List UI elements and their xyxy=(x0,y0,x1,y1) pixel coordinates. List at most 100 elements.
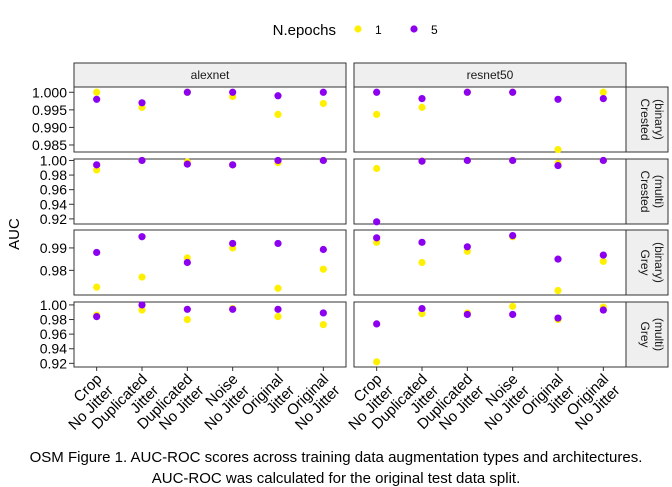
point-grey-binary-alexnet-epoch5-2 xyxy=(183,258,191,267)
point-grey-binary-resnet50-epoch1-4 xyxy=(554,286,562,295)
point-crested-multi-resnet50-epoch5-5 xyxy=(599,156,607,165)
y-tick-label-grey-multi-1: 0.94 xyxy=(40,341,67,357)
point-grey-multi-resnet50-epoch1-3 xyxy=(509,302,517,310)
point-grey-binary-resnet50-epoch1-5 xyxy=(599,257,607,265)
point-crested-binary-alexnet-epoch5-1 xyxy=(138,99,146,107)
point-crested-binary-resnet50-epoch1-5 xyxy=(599,88,607,96)
point-crested-binary-alexnet-epoch5-4 xyxy=(274,92,282,100)
point-grey-binary-alexnet-epoch1-1 xyxy=(138,273,146,281)
point-crested-binary-resnet50-epoch5-2 xyxy=(463,88,471,96)
point-crested-binary-resnet50-epoch1-4 xyxy=(554,145,562,154)
point-crested-binary-resnet50-epoch5-5 xyxy=(599,94,607,103)
point-grey-binary-resnet50-epoch5-3 xyxy=(509,232,517,240)
y-tick-label-crested-multi-3: 0.98 xyxy=(40,167,67,183)
facet-strip-crested-multi xyxy=(625,158,669,225)
figure-caption-line-1: OSM Figure 1. AUC-ROC scores across trai… xyxy=(29,449,643,466)
y-tick-label-crested-binary-2: 0.995 xyxy=(32,102,67,118)
point-grey-binary-alexnet-epoch1-5 xyxy=(319,265,327,273)
point-grey-binary-alexnet-epoch5-4 xyxy=(274,239,282,248)
point-grey-multi-alexnet-epoch1-2 xyxy=(183,315,191,324)
point-grey-multi-resnet50-epoch1-1 xyxy=(418,310,426,318)
point-grey-binary-resnet50-epoch5-4 xyxy=(554,255,562,263)
point-crested-binary-resnet50-epoch5-3 xyxy=(509,88,517,96)
facet-strip-crested-binary xyxy=(625,86,669,153)
x-tick-label-alexnet-5: OriginalNo Jitter xyxy=(281,371,344,434)
facet-strip-label-grey-multi-1: (multi) xyxy=(652,318,666,351)
point-grey-binary-alexnet-epoch5-0 xyxy=(93,248,101,257)
y-tick-label-crested-multi-1: 0.94 xyxy=(40,196,67,212)
point-crested-multi-resnet50-epoch5-3 xyxy=(509,156,517,165)
facet-strip-label-grey-binary-1: (binary) xyxy=(652,242,666,283)
facet-strip-label-resnet50: resnet50 xyxy=(467,68,514,82)
figure-caption-line-2: AUC-ROC was calculated for the original … xyxy=(151,470,521,487)
y-tick-label-grey-multi-4: 1.00 xyxy=(40,297,67,313)
point-grey-binary-resnet50-epoch5-0 xyxy=(373,234,381,242)
facet-strip-label-crested-binary-1: (binary) xyxy=(652,99,666,140)
point-crested-binary-alexnet-epoch1-0 xyxy=(93,88,101,96)
point-crested-multi-resnet50-epoch5-2 xyxy=(463,156,471,165)
y-tick-label-grey-binary-1: 0.99 xyxy=(40,240,67,256)
point-grey-multi-alexnet-epoch5-2 xyxy=(183,305,191,313)
point-grey-multi-alexnet-epoch1-1 xyxy=(138,306,146,314)
point-grey-multi-resnet50-epoch5-4 xyxy=(554,314,562,322)
point-crested-binary-alexnet-epoch1-4 xyxy=(274,110,282,119)
y-tick-label-crested-binary-0: 0.985 xyxy=(32,137,67,153)
point-grey-binary-resnet50-epoch1-1 xyxy=(418,258,426,267)
point-grey-binary-alexnet-epoch5-1 xyxy=(138,233,146,241)
point-crested-binary-alexnet-epoch5-2 xyxy=(183,88,191,96)
point-crested-binary-resnet50-epoch5-1 xyxy=(418,94,426,103)
y-tick-label-crested-multi-4: 1.00 xyxy=(40,152,67,168)
point-grey-multi-alexnet-epoch5-0 xyxy=(93,313,101,321)
point-grey-multi-resnet50-epoch5-0 xyxy=(373,320,381,328)
panel-crested-multi-alexnet xyxy=(73,158,347,225)
point-crested-binary-alexnet-epoch5-5 xyxy=(319,88,327,96)
legend-label-1: 1 xyxy=(375,23,382,37)
legend-title: N.epochs xyxy=(273,22,336,39)
point-crested-multi-resnet50-epoch5-4 xyxy=(554,161,562,170)
y-tick-label-grey-multi-3: 0.98 xyxy=(40,312,67,328)
y-tick-label-grey-multi-2: 0.96 xyxy=(40,326,67,342)
point-crested-multi-alexnet-epoch5-1 xyxy=(138,156,146,165)
point-crested-binary-alexnet-epoch5-0 xyxy=(93,95,101,103)
y-tick-label-grey-multi-0: 0.92 xyxy=(40,355,67,371)
point-grey-multi-resnet50-epoch5-1 xyxy=(418,304,426,313)
point-grey-multi-alexnet-epoch5-1 xyxy=(138,301,146,309)
point-grey-multi-resnet50-epoch5-3 xyxy=(509,310,517,319)
point-grey-multi-alexnet-epoch5-5 xyxy=(319,309,327,317)
point-crested-binary-resnet50-epoch5-0 xyxy=(373,88,381,96)
point-crested-binary-alexnet-epoch5-3 xyxy=(229,88,237,96)
point-grey-multi-alexnet-epoch1-5 xyxy=(319,321,327,329)
panel-grey-binary-alexnet xyxy=(73,229,347,296)
panel-crested-binary-alexnet xyxy=(73,86,347,153)
y-tick-label-grey-binary-0: 0.98 xyxy=(40,262,67,278)
point-crested-multi-resnet50-epoch5-0 xyxy=(373,218,381,226)
point-grey-binary-resnet50-epoch5-2 xyxy=(463,243,471,251)
facet-strip-label-alexnet: alexnet xyxy=(191,68,230,82)
y-tick-label-crested-multi-2: 0.96 xyxy=(40,182,67,198)
facet-strip-label-crested-multi-1: (multi) xyxy=(652,175,666,208)
point-grey-multi-resnet50-epoch1-0 xyxy=(373,358,381,366)
panel-grey-multi-resnet50 xyxy=(353,301,627,368)
point-crested-multi-alexnet-epoch5-5 xyxy=(319,156,327,165)
facet-strip-label-crested-multi-0: Crested xyxy=(638,170,652,212)
point-grey-binary-resnet50-epoch5-1 xyxy=(418,238,426,246)
panel-grey-binary-resnet50 xyxy=(353,229,627,296)
legend-label-5: 5 xyxy=(431,23,438,37)
facet-strip-label-grey-binary-0: Grey xyxy=(638,249,652,275)
point-grey-multi-resnet50-epoch5-5 xyxy=(599,306,607,314)
facet-strip-alexnet xyxy=(73,62,347,88)
panel-crested-binary-resnet50 xyxy=(353,86,627,153)
point-grey-multi-resnet50-epoch5-2 xyxy=(463,310,471,319)
point-crested-binary-alexnet-epoch1-5 xyxy=(319,99,327,108)
legend-marker-1 xyxy=(354,25,362,33)
panel-crested-multi-resnet50 xyxy=(353,158,627,225)
point-crested-binary-resnet50-epoch5-4 xyxy=(554,95,562,103)
facet-strip-label-crested-binary-0: Crested xyxy=(638,98,652,140)
point-grey-multi-alexnet-epoch5-3 xyxy=(229,305,237,313)
y-tick-label-crested-multi-0: 0.92 xyxy=(40,211,67,227)
facet-strip-grey-multi xyxy=(625,301,669,368)
point-grey-multi-alexnet-epoch5-4 xyxy=(274,305,282,313)
point-grey-binary-alexnet-epoch1-0 xyxy=(93,283,101,291)
y-tick-label-crested-binary-1: 0.990 xyxy=(32,119,67,135)
